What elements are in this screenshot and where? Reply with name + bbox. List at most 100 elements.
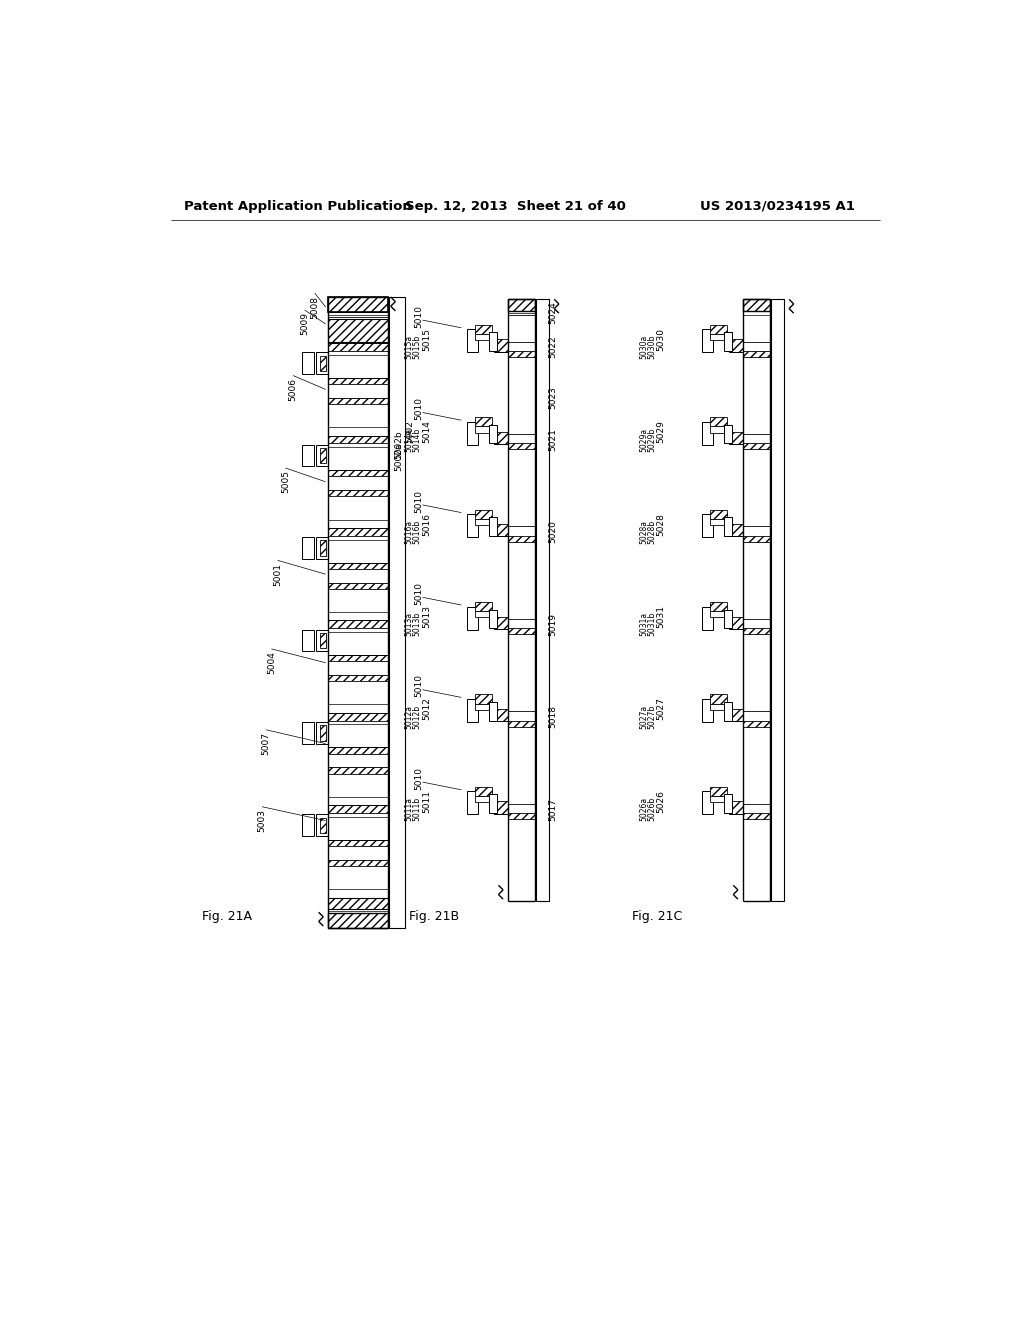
Bar <box>489 702 497 721</box>
Bar <box>710 602 727 611</box>
Bar <box>328 661 388 675</box>
Text: 5010: 5010 <box>415 305 424 327</box>
Bar <box>702 515 713 537</box>
Bar <box>467 422 478 445</box>
Bar <box>710 787 727 796</box>
Text: 5022: 5022 <box>548 335 557 359</box>
Bar <box>494 801 508 813</box>
Text: 5027: 5027 <box>656 697 666 721</box>
Bar <box>702 330 713 352</box>
Bar <box>742 813 770 818</box>
Bar <box>328 774 388 797</box>
Bar <box>328 681 388 705</box>
Bar <box>328 805 388 813</box>
Text: 5015: 5015 <box>422 327 431 351</box>
Text: 5020: 5020 <box>548 520 557 544</box>
Bar <box>489 610 497 628</box>
Bar <box>315 722 328 743</box>
Bar <box>508 628 535 635</box>
Bar <box>389 297 404 928</box>
Bar <box>321 632 327 648</box>
Bar <box>537 300 549 902</box>
Bar <box>729 616 742 628</box>
Bar <box>724 425 732 444</box>
Bar <box>494 432 508 444</box>
Bar <box>494 616 508 628</box>
Text: 5011a: 5011a <box>404 797 414 821</box>
Bar <box>724 610 732 628</box>
Bar <box>467 700 478 722</box>
Bar <box>315 445 328 466</box>
Bar <box>508 711 535 725</box>
Bar <box>724 702 732 721</box>
Bar <box>328 528 388 536</box>
Text: 5028b: 5028b <box>647 520 656 544</box>
Bar <box>315 630 328 651</box>
Bar <box>467 792 478 814</box>
Bar <box>710 704 727 710</box>
Text: 5013b: 5013b <box>413 612 422 636</box>
Text: 5004: 5004 <box>267 651 275 675</box>
Bar <box>328 620 388 628</box>
Text: 5031b: 5031b <box>647 612 656 636</box>
Bar <box>328 378 388 384</box>
Bar <box>328 721 388 725</box>
Text: 5026b: 5026b <box>647 797 656 821</box>
Text: Sep. 12, 2013  Sheet 21 of 40: Sep. 12, 2013 Sheet 21 of 40 <box>406 199 627 213</box>
Text: 5031: 5031 <box>656 605 666 628</box>
Text: 5023: 5023 <box>548 385 557 408</box>
Text: 5027b: 5027b <box>647 705 656 729</box>
Bar <box>328 536 388 540</box>
Bar <box>328 470 388 477</box>
Text: 5028: 5028 <box>656 512 666 536</box>
Text: 5010: 5010 <box>415 490 424 512</box>
Text: 5029: 5029 <box>656 420 666 444</box>
Bar <box>729 709 742 721</box>
Bar <box>302 445 314 466</box>
Text: 5011: 5011 <box>422 789 431 813</box>
Bar <box>508 536 535 541</box>
Bar <box>321 725 327 741</box>
Bar <box>328 628 388 632</box>
Text: US 2013/0234195 A1: US 2013/0234195 A1 <box>700 199 855 213</box>
Text: 5005: 5005 <box>281 470 290 494</box>
Bar <box>489 517 497 536</box>
Bar <box>328 846 388 859</box>
Text: 5006: 5006 <box>289 378 298 401</box>
Bar <box>302 814 314 836</box>
Bar <box>494 339 508 351</box>
Bar <box>467 515 478 537</box>
Bar <box>328 747 388 754</box>
Text: 5014b: 5014b <box>413 428 422 451</box>
Text: 5031a: 5031a <box>640 612 648 636</box>
Bar <box>328 754 388 767</box>
Bar <box>475 426 493 433</box>
Text: 5021: 5021 <box>548 428 557 451</box>
Text: 5002a: 5002a <box>394 442 403 470</box>
Bar <box>508 804 535 817</box>
Text: 5013: 5013 <box>422 605 431 628</box>
Bar <box>710 426 727 433</box>
Bar <box>508 721 535 726</box>
Bar <box>494 709 508 721</box>
Text: Fig. 21C: Fig. 21C <box>632 911 682 924</box>
Bar <box>489 795 497 813</box>
Bar <box>328 713 388 721</box>
Text: 5011b: 5011b <box>413 797 422 821</box>
Bar <box>729 524 742 536</box>
Bar <box>724 517 732 536</box>
Bar <box>328 496 388 520</box>
Bar <box>508 434 535 447</box>
Bar <box>321 447 327 463</box>
Bar <box>328 490 388 496</box>
Bar <box>508 300 535 312</box>
Bar <box>475 519 493 525</box>
Bar <box>742 628 770 635</box>
Bar <box>729 432 742 444</box>
Bar <box>702 607 713 630</box>
Text: 5012a: 5012a <box>404 705 414 729</box>
Text: 5013a: 5013a <box>404 612 414 636</box>
Text: 5026: 5026 <box>656 789 666 813</box>
Bar <box>742 300 770 312</box>
Bar <box>710 325 727 334</box>
